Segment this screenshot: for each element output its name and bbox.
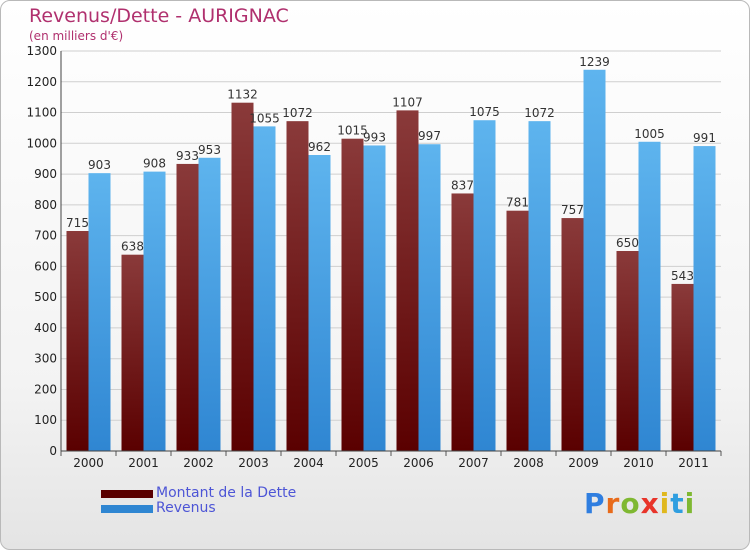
bar-label-dette: 781 (506, 196, 529, 210)
y-tick-label: 900 (34, 167, 57, 181)
y-tick-label: 1300 (26, 44, 57, 58)
x-tick-label: 2005 (348, 456, 379, 470)
bar-dette (341, 138, 364, 451)
logo-letter: r (605, 487, 621, 520)
logo-letter: P (584, 487, 606, 520)
grid-layer (61, 50, 721, 452)
bar-revenus (253, 126, 276, 451)
x-tick-label: 2002 (183, 456, 214, 470)
x-tick-label: 2004 (293, 456, 324, 470)
bar-dette (506, 210, 529, 451)
bar-dette (231, 102, 254, 451)
bar-label-dette: 543 (671, 269, 694, 283)
bar-revenus (88, 173, 111, 451)
bars-layer (66, 69, 716, 452)
x-tick-label: 2011 (678, 456, 709, 470)
bar-dette (286, 121, 309, 452)
bar-label-revenus: 1072 (524, 106, 555, 120)
bar-label-dette: 757 (561, 203, 584, 217)
bar-revenus (528, 121, 551, 452)
bar-label-revenus: 1005 (634, 127, 665, 141)
legend-label-revenus: Revenus (156, 500, 216, 516)
bar-revenus (638, 141, 661, 451)
chart-subtitle: (en milliers d'€) (29, 29, 124, 43)
y-tick-label: 500 (34, 290, 57, 304)
bar-revenus (363, 145, 386, 451)
x-tick-label: 2000 (73, 456, 104, 470)
bar-label-revenus: 1075 (469, 105, 500, 119)
y-tick-label: 1000 (26, 136, 57, 150)
x-tick-label: 2010 (623, 456, 654, 470)
logo-letter: x (640, 487, 660, 520)
bar-revenus (693, 146, 716, 452)
legend-swatch-dette (101, 490, 153, 498)
bar-label-revenus: 903 (88, 158, 111, 172)
bar-label-revenus: 991 (693, 131, 716, 145)
bar-label-dette: 1132 (227, 88, 258, 102)
bar-dette (616, 251, 639, 451)
y-tick-label: 400 (34, 321, 57, 335)
bar-revenus (198, 157, 221, 451)
bar-label-dette: 837 (451, 178, 474, 192)
bar-dette (451, 193, 474, 451)
legend-swatch-revenus (101, 505, 153, 513)
proxiti-logo: Proxiti (584, 487, 695, 520)
x-tick-label: 2008 (513, 456, 544, 470)
y-tick-label: 200 (34, 382, 57, 396)
y-tick-label: 1200 (26, 75, 57, 89)
y-tick-label: 0 (49, 444, 57, 458)
bar-label-revenus: 997 (418, 129, 441, 143)
bar-dette (396, 110, 419, 451)
chart-title: Revenus/Dette - AURIGNAC (29, 5, 289, 27)
logo-letter: o (620, 487, 641, 520)
bar-label-dette: 1015 (337, 124, 368, 138)
bar-revenus (308, 155, 331, 451)
bar-label-revenus: 1055 (249, 111, 280, 125)
bar-revenus (143, 171, 166, 451)
bar-label-dette: 1072 (282, 106, 313, 120)
bar-label-revenus: 1239 (579, 55, 610, 69)
x-tick-label: 2009 (568, 456, 599, 470)
bar-dette (176, 163, 199, 451)
logo-letter: i (659, 487, 671, 520)
x-tick-label: 2003 (238, 456, 269, 470)
legend-label-dette: Montant de la Dette (156, 485, 297, 501)
bar-label-dette: 1107 (392, 95, 423, 109)
x-tick-label: 2006 (403, 456, 434, 470)
logo-letter: t (670, 487, 685, 520)
bar-dette (66, 231, 89, 451)
axis-layer: 0 100 200 300 400 500 600 700 800 900 1000 1100 1200… (26, 44, 722, 470)
bar-label-dette: 715 (66, 216, 89, 230)
x-tick-label: 2007 (458, 456, 489, 470)
logo-letter: i (684, 487, 696, 520)
y-tick-label: 1100 (26, 106, 57, 120)
bar-dette (121, 254, 144, 451)
x-tick-label: 2001 (128, 456, 159, 470)
bar-label-dette: 650 (616, 236, 639, 250)
bar-label-dette: 933 (176, 149, 199, 163)
bar-label-revenus: 908 (143, 157, 166, 171)
y-tick-label: 300 (34, 352, 57, 366)
y-tick-label: 100 (34, 413, 57, 427)
bar-label-revenus: 953 (198, 143, 221, 157)
y-tick-label: 800 (34, 198, 57, 212)
bar-revenus (418, 144, 441, 451)
bar-dette (561, 218, 584, 451)
bar-label-revenus: 993 (363, 130, 386, 144)
bar-revenus (473, 120, 496, 451)
bar-revenus (583, 69, 606, 452)
bar-label-dette: 638 (121, 240, 144, 254)
y-tick-label: 700 (34, 229, 57, 243)
y-tick-label: 600 (34, 259, 57, 273)
bar-label-revenus: 962 (308, 140, 331, 154)
bar-dette (671, 283, 694, 451)
